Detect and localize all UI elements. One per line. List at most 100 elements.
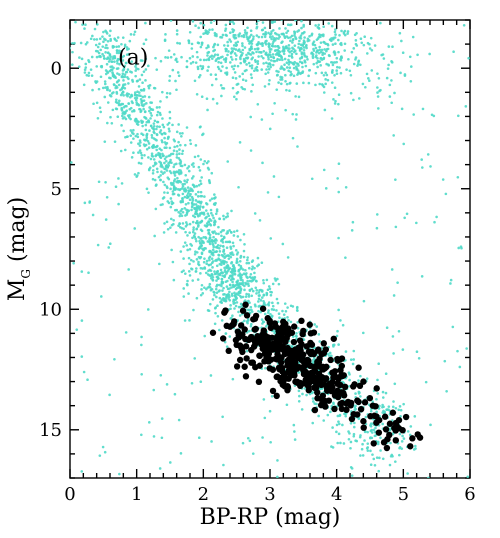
point-background — [217, 54, 220, 57]
point-background — [178, 222, 181, 225]
point-background — [330, 355, 333, 358]
point-background — [251, 67, 254, 70]
point-background — [84, 63, 87, 66]
point-background — [457, 114, 460, 117]
point-background — [233, 268, 236, 271]
point-background — [133, 227, 136, 230]
point-background — [324, 109, 327, 112]
point-background — [298, 395, 301, 398]
point-background — [294, 44, 297, 47]
point-background — [214, 53, 217, 56]
point-background — [203, 335, 206, 338]
point-background — [296, 309, 299, 312]
point-background — [276, 298, 279, 301]
point-background — [148, 169, 151, 172]
point-background — [271, 45, 274, 48]
point-background — [194, 79, 197, 82]
point-background — [293, 424, 296, 427]
point-background — [191, 190, 194, 193]
point-background — [357, 379, 360, 382]
point-background — [211, 257, 214, 260]
point-background — [239, 62, 242, 65]
point-background — [399, 72, 402, 75]
point-background — [199, 74, 202, 77]
point-background — [108, 34, 111, 37]
point-background — [161, 141, 164, 144]
point-background — [236, 261, 239, 264]
point-background — [229, 307, 232, 310]
point-background — [228, 299, 231, 302]
point-background — [229, 304, 232, 307]
point-background — [80, 42, 83, 45]
point-background — [239, 141, 242, 144]
point-background — [334, 100, 337, 103]
point-background — [191, 382, 194, 385]
point-background — [263, 321, 266, 324]
point-background — [153, 435, 156, 438]
point-background — [358, 391, 361, 394]
point-background — [206, 162, 209, 165]
point-background — [144, 95, 147, 98]
point-background — [182, 287, 185, 290]
point-background — [262, 62, 265, 65]
point-background — [254, 287, 257, 290]
point-background — [257, 55, 260, 58]
point-background — [195, 228, 198, 231]
point-background — [305, 47, 308, 50]
point-background — [291, 113, 294, 116]
point-background — [220, 240, 223, 243]
point-background — [125, 109, 128, 112]
point-background — [402, 403, 405, 406]
point-background — [300, 27, 303, 30]
point-background — [212, 248, 215, 251]
point-background — [188, 257, 191, 260]
point-background — [223, 236, 226, 239]
point-background — [376, 227, 379, 230]
point-background — [174, 209, 177, 212]
point-background — [272, 64, 275, 67]
point-background — [252, 290, 255, 293]
point-background — [366, 442, 369, 445]
point-background — [177, 181, 180, 184]
point-black-sample — [236, 332, 242, 338]
point-background — [231, 47, 234, 50]
point-background — [211, 251, 214, 254]
point-background — [175, 170, 178, 173]
point-background — [327, 44, 330, 47]
point-background — [161, 133, 164, 136]
point-background — [180, 250, 183, 253]
point-background — [169, 188, 172, 191]
point-background — [156, 121, 159, 124]
point-background — [176, 145, 179, 148]
point-background — [169, 92, 172, 95]
point-background — [233, 234, 236, 237]
point-background — [394, 460, 397, 463]
point-background — [284, 27, 287, 30]
point-background — [207, 167, 210, 170]
point-background — [308, 35, 311, 38]
point-background — [331, 117, 334, 120]
point-background — [210, 209, 213, 212]
point-background — [401, 440, 404, 443]
point-background — [166, 221, 169, 224]
point-background — [261, 436, 264, 439]
point-background — [345, 186, 348, 189]
point-background — [208, 251, 211, 254]
point-background — [135, 120, 138, 123]
point-background — [199, 65, 202, 68]
point-background — [244, 46, 247, 49]
point-background — [246, 320, 249, 323]
point-background — [389, 84, 392, 87]
point-background — [244, 273, 247, 276]
point-background — [322, 33, 325, 36]
point-background — [182, 269, 185, 272]
point-background — [245, 295, 248, 298]
point-background — [189, 248, 192, 251]
point-background — [200, 201, 203, 204]
point-background — [176, 153, 179, 156]
point-background — [113, 358, 116, 361]
point-background — [269, 128, 272, 131]
point-background — [284, 109, 287, 112]
point-background — [247, 284, 250, 287]
point-background — [214, 73, 217, 76]
